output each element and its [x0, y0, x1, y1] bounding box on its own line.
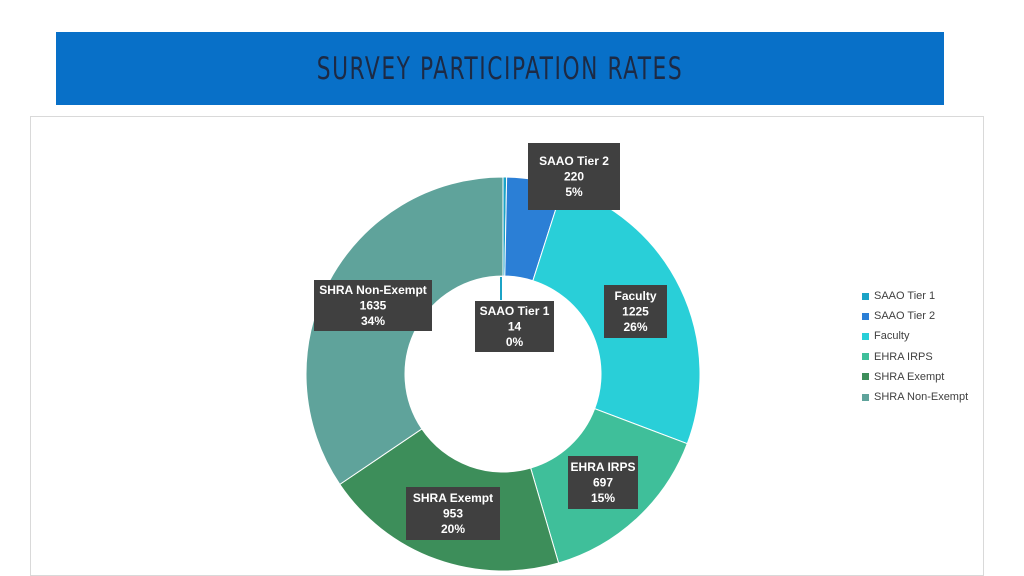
data-label-percent: 20% — [441, 522, 465, 536]
data-label-name: SAAO Tier 1 — [480, 304, 550, 318]
data-label-percent: 0% — [506, 335, 524, 349]
legend-item-faculty: Faculty — [862, 326, 968, 346]
legend-item-saao-tier-1: SAAO Tier 1 — [862, 286, 968, 306]
data-label-percent: 15% — [591, 491, 615, 505]
chart-legend: SAAO Tier 1 SAAO Tier 2 Faculty EHRA IRPS SH… — [862, 286, 968, 407]
legend-label: Faculty — [874, 330, 910, 343]
legend-label: SHRA Exempt — [874, 370, 945, 383]
legend-label: SAAO Tier 2 — [874, 310, 936, 323]
legend-swatch — [862, 332, 869, 340]
legend-item-shra-exempt: SHRA Exempt — [862, 367, 968, 387]
legend-swatch — [862, 292, 869, 300]
data-label-value: 14 — [508, 320, 522, 334]
legend-item-ehra-irps: EHRA IRPS — [862, 347, 968, 367]
legend-swatch — [862, 373, 869, 381]
data-label-box — [528, 143, 620, 210]
data-label-percent: 26% — [623, 320, 647, 334]
legend-swatch — [862, 312, 869, 320]
legend-label: SHRA Non-Exempt — [874, 391, 969, 404]
data-label-box — [604, 285, 667, 338]
data-label-value: 953 — [443, 507, 463, 521]
data-label-name: SHRA Non-Exempt — [319, 283, 427, 297]
data-label-name: EHRA IRPS — [571, 460, 636, 474]
title-banner: SURVEY PARTICIPATION RATES — [56, 32, 944, 105]
legend-item-saao-tier-2: SAAO Tier 2 — [862, 306, 968, 326]
data-label-percent: 5% — [565, 185, 583, 199]
legend-label: EHRA IRPS — [874, 350, 933, 363]
data-label-name: Faculty — [614, 289, 656, 303]
data-label-box — [568, 456, 638, 509]
legend-label: SAAO Tier 1 — [874, 290, 936, 303]
data-label-box — [406, 487, 500, 540]
data-label-value: 1635 — [360, 299, 387, 313]
data-label-value: 697 — [593, 476, 613, 490]
legend-item-shra-non-exempt: SHRA Non-Exempt — [862, 387, 968, 407]
data-label-percent: 34% — [361, 314, 385, 328]
legend-swatch — [862, 353, 869, 361]
data-label-saao-tier-1: SAAO Tier 1 140% — [475, 301, 554, 352]
data-label-box — [475, 301, 554, 352]
data-label-name: SHRA Exempt — [413, 491, 493, 505]
data-label-value: 1225 — [622, 305, 649, 319]
data-label-value: 220 — [564, 170, 584, 184]
data-label-box — [314, 280, 432, 331]
legend-swatch — [862, 393, 869, 401]
page-title: SURVEY PARTICIPATION RATES — [316, 50, 684, 87]
data-label-name: SAAO Tier 2 — [539, 154, 609, 168]
